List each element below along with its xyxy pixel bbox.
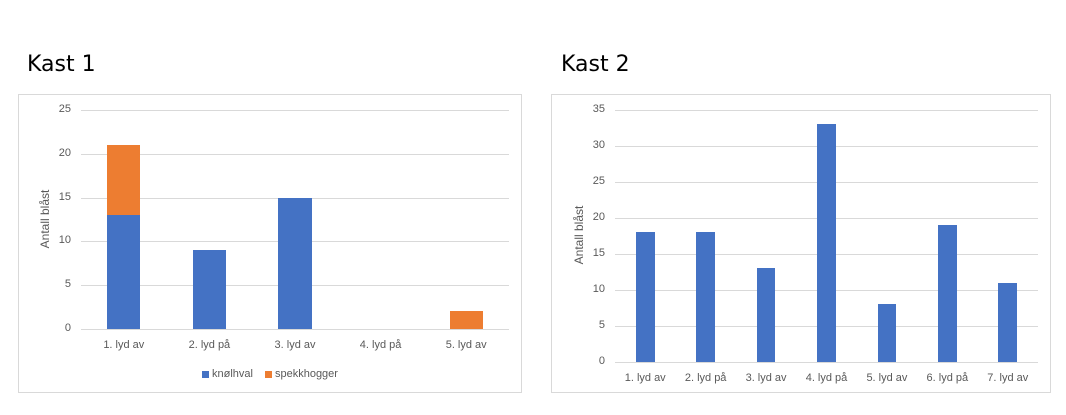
bar-knølhval (192, 250, 227, 329)
x-tick-label: 5. lyd av (445, 339, 487, 351)
x-tick-label: 4. lyd på (805, 372, 848, 384)
y-tick-label: 25 (58, 103, 71, 115)
y-tick-label: 15 (592, 247, 605, 259)
y-tick-label: 20 (58, 146, 71, 159)
legend-swatch-icon (202, 370, 209, 378)
y-tick-label: 20 (592, 211, 605, 223)
y-tick-label: 0 (598, 355, 605, 367)
y-tick-label: 5 (64, 278, 71, 291)
bar-value (696, 232, 715, 362)
x-tick-label: 2. lyd på (684, 372, 727, 384)
y-axis-label: Antall blåst (572, 205, 586, 265)
y-tick-label: 35 (592, 103, 605, 115)
legend-label: spekkhogger (274, 368, 338, 380)
y-tick-label: 25 (592, 175, 605, 187)
y-tick-label: 10 (58, 234, 71, 247)
legend: knølhval spekkhogger (202, 368, 338, 380)
gridline (615, 362, 1038, 363)
legend-item: knølhval (202, 368, 253, 380)
bar-knølhval (278, 197, 312, 329)
x-tick-label: 3. lyd av (745, 372, 787, 384)
bar-spekkhogger (107, 145, 141, 216)
legend-label: knølhval (212, 368, 253, 380)
y-tick-label: 0 (64, 322, 71, 334)
x-tick-label: 7. lyd av (987, 372, 1029, 384)
y-tick-label: 10 (592, 283, 605, 295)
y-tick-label: 15 (58, 190, 71, 203)
gridline (81, 110, 509, 111)
x-tick-label: 1. lyd av (624, 372, 666, 384)
bar-value (635, 232, 655, 362)
bar-spekkhogger (449, 311, 483, 329)
y-axis-label: Antall blåst (38, 189, 52, 248)
gridline (81, 153, 509, 155)
bar-value (937, 225, 957, 362)
chart-kast-2: 0 5 10 15 20 25 30 35 Antall blåst 1. lyd av 2. ly… (551, 94, 1051, 393)
chart2-title: Kast 2 (561, 52, 630, 77)
bar-value (817, 124, 836, 362)
gridline (81, 329, 509, 330)
x-tick-label: 6. lyd på (926, 372, 969, 384)
x-tick-label: 2. lyd på (188, 339, 231, 351)
legend-swatch-icon (264, 370, 272, 378)
x-tick-label: 3. lyd av (274, 339, 316, 351)
bar-value (998, 282, 1018, 362)
bar-value (877, 304, 897, 362)
y-tick-label: 5 (598, 319, 605, 331)
gridline (615, 110, 1038, 111)
chart1-title: Kast 1 (27, 52, 96, 77)
x-tick-label: 4. lyd på (359, 339, 402, 351)
chart-kast-1: 0 5 10 15 20 25 Antall blåst 1. lyd av 2. lyd på… (18, 94, 522, 393)
x-tick-label: 5. lyd av (866, 372, 908, 384)
x-tick-label: 1. lyd av (103, 339, 145, 351)
y-tick-label: 30 (592, 139, 605, 151)
legend-item: spekkhogger (264, 368, 338, 380)
bar-value (756, 268, 776, 362)
bar-knølhval (107, 215, 141, 329)
